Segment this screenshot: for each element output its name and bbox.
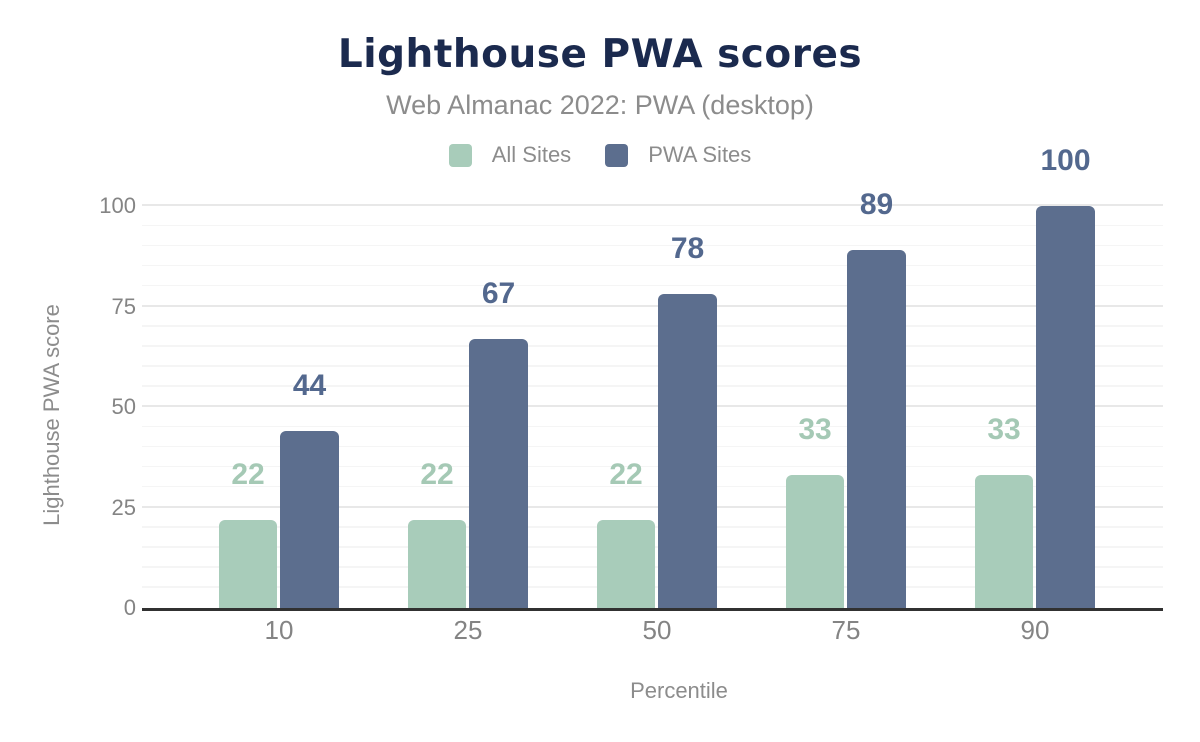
x-axis-baseline (142, 608, 1163, 611)
bar-pwa-sites-p25 (469, 338, 528, 608)
legend-swatch-icon-pwa-sites (605, 143, 629, 167)
gridline-minor-95 (142, 224, 1163, 227)
bar-label-all-sites-p75: 33 (798, 413, 832, 447)
bar-label-pwa-sites-p50: 78 (670, 232, 705, 266)
gridline-minor-45 (142, 425, 1163, 428)
y-tick-50: 50 (111, 394, 136, 419)
gridline-minor-70 (142, 325, 1163, 327)
legend-label: PWA Sites (648, 142, 752, 167)
y-tick-75: 75 (111, 293, 136, 319)
legend: All Sites PWA Sites (0, 142, 1200, 168)
bar-label-pwa-sites-p75: 89 (859, 188, 894, 222)
gridline-minor-90 (142, 244, 1163, 247)
legend-item-pwa-sites: PWA Sites (605, 142, 751, 168)
legend-item-all-sites: All Sites (448, 142, 572, 168)
gridline-minor-35 (142, 465, 1163, 468)
bar-pwa-sites-p75 (847, 250, 906, 608)
gridline-minor-40 (142, 445, 1163, 448)
x-tick-10: 10 (264, 615, 294, 645)
x-tick-75: 75 (831, 615, 861, 645)
gridline-major-75 (142, 304, 1163, 307)
bar-pwa-sites-p50 (658, 294, 717, 608)
gridline-major-25 (142, 505, 1163, 508)
gridline-minor-60 (142, 365, 1163, 367)
bar-label-pwa-sites-p25: 67 (481, 276, 516, 310)
bar-label-pwa-sites-p90: 100 (1040, 144, 1091, 177)
bar-all-sites-p75 (786, 475, 844, 608)
chart-title: Lighthouse PWA scores (337, 32, 863, 77)
y-tick-0: 0 (123, 595, 136, 620)
x-tick-90: 90 (1020, 615, 1050, 645)
gridline-minor-65 (142, 345, 1163, 347)
bar-label-all-sites-p90: 33 (987, 413, 1021, 447)
y-tick-25: 25 (111, 494, 136, 520)
x-tick-25: 25 (453, 615, 483, 645)
legend-label: All Sites (491, 142, 572, 167)
chart-subtitle: Web Almanac 2022: PWA (desktop) (386, 90, 814, 120)
bar-all-sites-p50 (597, 519, 655, 608)
bar-all-sites-p90 (975, 475, 1033, 608)
gridline-minor-85 (142, 264, 1163, 267)
gridline-major-100 (142, 204, 1163, 206)
bar-all-sites-p25 (408, 519, 466, 608)
bar-pwa-sites-p10 (280, 431, 339, 608)
y-tick-100: 100 (99, 193, 136, 218)
bar-pwa-sites-p90 (1036, 206, 1095, 608)
bar-label-all-sites-p50: 22 (609, 457, 643, 491)
gridline-minor-80 (142, 284, 1163, 287)
gridline-minor-55 (142, 385, 1163, 387)
bar-label-all-sites-p10: 22 (231, 457, 265, 491)
x-tick-50: 50 (642, 615, 672, 645)
gridline-major-50 (142, 405, 1163, 407)
x-axis-title: Percentile (630, 678, 728, 703)
gridline-minor-30 (142, 485, 1163, 488)
bar-label-pwa-sites-p10: 44 (292, 369, 327, 403)
legend-swatch-icon-all-sites (448, 143, 472, 167)
plot-area: 22 44 22 67 22 78 33 89 33 100 (142, 146, 1163, 611)
bar-all-sites-p10 (219, 519, 277, 608)
bar-label-all-sites-p25: 22 (420, 457, 454, 491)
